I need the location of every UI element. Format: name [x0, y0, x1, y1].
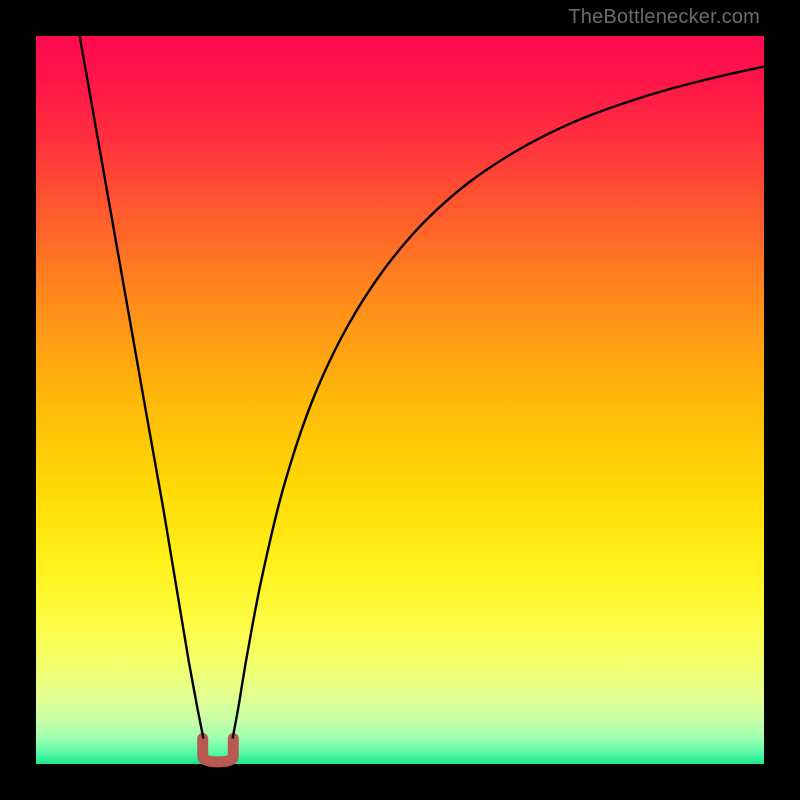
- left-branch-curve: [80, 36, 204, 739]
- chart-stage: TheBottlenecker.com: [0, 0, 800, 800]
- plot-area: [36, 36, 764, 764]
- watermark-text: TheBottlenecker.com: [568, 6, 760, 29]
- curve-layer: [36, 36, 764, 764]
- dip-marker: [203, 739, 234, 762]
- right-branch-curve: [233, 67, 764, 739]
